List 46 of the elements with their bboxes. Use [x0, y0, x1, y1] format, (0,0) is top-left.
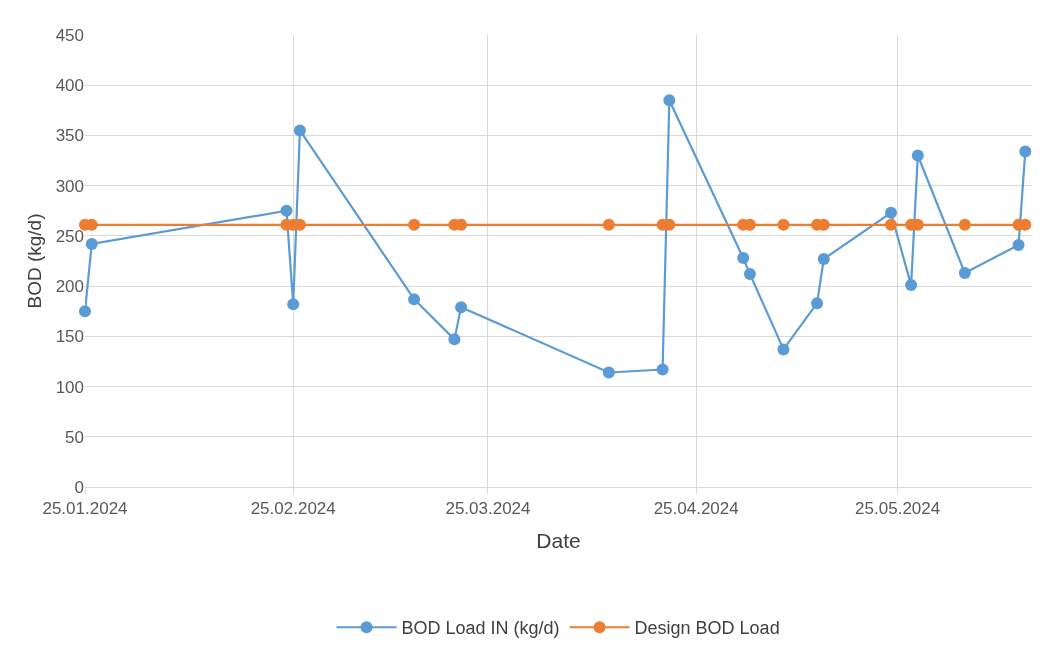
- legend-label: BOD Load IN (kg/d): [401, 618, 560, 639]
- point: [663, 94, 676, 107]
- point: [287, 298, 300, 311]
- point: [911, 149, 924, 162]
- point: [448, 333, 461, 346]
- point: [602, 218, 615, 231]
- y-tick-label: 300: [55, 176, 84, 196]
- point: [455, 301, 468, 314]
- point: [602, 366, 615, 379]
- point: [905, 279, 918, 292]
- point: [85, 237, 98, 250]
- point: [293, 124, 306, 137]
- point: [408, 218, 421, 231]
- point: [280, 204, 293, 217]
- legend-label: Design BOD Load: [634, 618, 780, 639]
- y-tick-label: 450: [55, 25, 84, 45]
- y-tick-label: 250: [55, 226, 84, 246]
- point: [958, 267, 971, 280]
- point: [408, 293, 421, 306]
- point: [1019, 145, 1032, 158]
- point: [777, 218, 790, 231]
- x-tick-label: 25.01.2024: [42, 499, 128, 519]
- y-tick-label: 350: [55, 126, 84, 146]
- x-tick-label: 25.05.2024: [855, 499, 941, 519]
- y-tick-label: 0: [74, 477, 84, 497]
- y-tick-label: 150: [55, 327, 84, 347]
- point: [884, 206, 897, 219]
- x-axis-title: Date: [536, 528, 581, 552]
- point: [737, 251, 750, 264]
- point: [656, 363, 669, 376]
- y-tick-label: 400: [55, 76, 84, 96]
- point: [79, 305, 91, 318]
- point: [743, 268, 756, 281]
- point: [777, 343, 790, 356]
- point: [1012, 238, 1025, 251]
- y-tick-label: 200: [55, 277, 84, 297]
- x-tick-label: 25.04.2024: [653, 499, 739, 519]
- point: [958, 218, 971, 231]
- point: [811, 297, 824, 310]
- x-tick-label: 25.03.2024: [445, 499, 531, 519]
- point: [817, 252, 830, 265]
- y-axis-title: BOD (kg/d): [24, 213, 46, 309]
- y-tick-label: 50: [65, 427, 84, 447]
- y-tick-label: 100: [55, 377, 84, 397]
- point: [884, 218, 897, 231]
- x-tick-label: 25.02.2024: [250, 499, 336, 519]
